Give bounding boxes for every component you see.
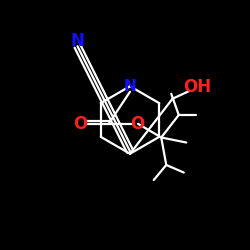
Text: O: O	[130, 115, 144, 133]
Text: N: N	[124, 79, 136, 94]
Text: OH: OH	[184, 78, 212, 96]
Text: N: N	[70, 32, 85, 50]
Text: O: O	[74, 115, 88, 133]
